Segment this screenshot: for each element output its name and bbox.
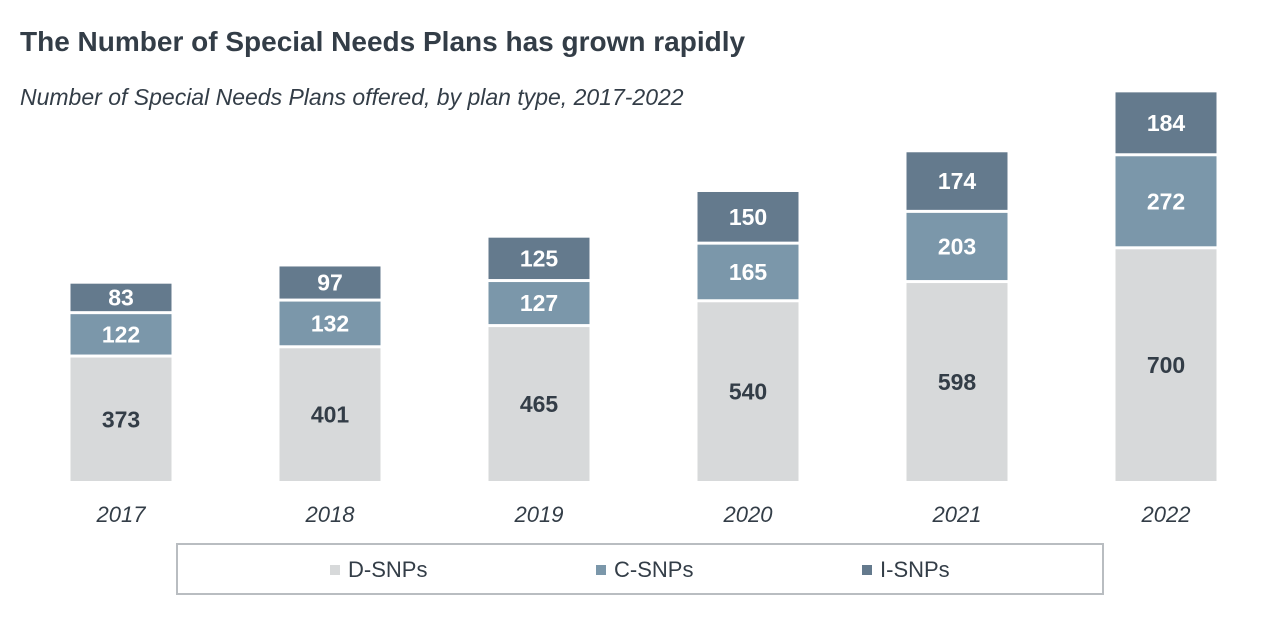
legend-label-i-snps: I-SNPs [880,557,950,582]
x-tick-label-2018: 2018 [305,502,356,527]
bar-c-snps-2017 [70,314,172,355]
bar-i-snps-2018 [279,266,381,299]
legend-label-d-snps: D-SNPs [348,557,428,582]
chart-legend: D-SNPs C-SNPs I-SNPs [176,543,1104,595]
x-tick-label-2020: 2020 [723,502,774,527]
data-label-c-snps-2017: 122 [102,321,140,347]
chart-subtitle: Number of Special Needs Plans offered, b… [20,84,684,110]
bar-i-snps-2021 [906,152,1008,210]
legend-item-c-snps: C-SNPs [596,557,693,583]
bar-c-snps-2021 [906,212,1008,281]
bar-i-snps-2022 [1115,92,1217,154]
data-label-d-snps-2020: 540 [729,379,767,405]
data-label-c-snps-2020: 165 [729,259,768,285]
bar-c-snps-2019 [488,282,590,325]
legend-swatch-d-snps [330,565,340,575]
legend-label-c-snps: C-SNPs [614,557,694,582]
bar-d-snps-2021 [906,283,1008,481]
data-label-c-snps-2021: 203 [938,233,976,259]
data-label-i-snps-2018: 97 [317,270,343,296]
bar-i-snps-2019 [488,237,590,280]
x-tick-label-2022: 2022 [1141,502,1191,527]
data-label-d-snps-2017: 373 [102,406,140,432]
data-label-i-snps-2020: 150 [729,204,767,230]
bar-d-snps-2018 [279,348,381,481]
legend-swatch-i-snps [862,565,872,575]
chart-title: The Number of Special Needs Plans has gr… [20,26,746,57]
bar-i-snps-2017 [70,283,172,312]
data-label-c-snps-2022: 272 [1147,188,1185,214]
bar-c-snps-2022 [1115,156,1217,247]
x-tick-label-2019: 2019 [514,502,564,527]
x-tick-label-2017: 2017 [96,502,147,527]
bar-c-snps-2020 [697,244,799,300]
data-label-d-snps-2021: 598 [938,369,977,395]
data-label-i-snps-2022: 184 [1147,110,1186,136]
data-label-i-snps-2021: 174 [938,168,977,194]
data-label-i-snps-2019: 125 [520,245,559,271]
x-tick-label-2021: 2021 [932,502,982,527]
bar-d-snps-2019 [488,327,590,481]
bar-d-snps-2017 [70,357,172,481]
data-label-i-snps-2017: 83 [108,284,134,310]
data-label-d-snps-2022: 700 [1147,352,1185,378]
data-label-d-snps-2019: 465 [520,391,559,417]
bar-d-snps-2022 [1115,249,1217,481]
bar-i-snps-2020 [697,191,799,242]
legend-item-d-snps: D-SNPs [330,557,427,583]
bar-c-snps-2018 [279,301,381,346]
legend-item-i-snps: I-SNPs [862,557,950,583]
legend-swatch-c-snps [596,565,606,575]
bar-d-snps-2020 [697,302,799,481]
data-label-c-snps-2019: 127 [520,290,558,316]
data-label-c-snps-2018: 132 [311,310,349,336]
data-label-d-snps-2018: 401 [311,402,350,428]
